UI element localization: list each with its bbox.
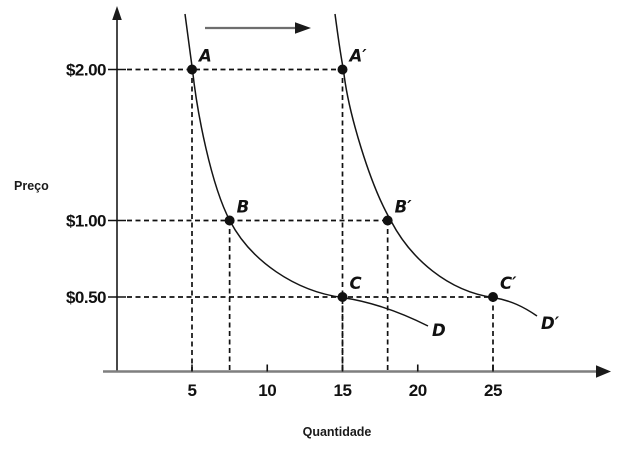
axis-ticks: $2.00 $1.00 $0.50 5 10 15 20 25 (66, 61, 503, 401)
point-A′ (337, 64, 348, 75)
y-tick-label: $1.00 (66, 212, 106, 231)
demand-curve-d (184, 13, 429, 327)
point-B (224, 215, 235, 226)
point-label: A′ (348, 47, 368, 66)
curve-label: D′ (541, 314, 560, 333)
curve-label: D (432, 321, 446, 340)
y-tick-label: $0.50 (66, 288, 106, 307)
point-C (337, 292, 348, 302)
y-axis-arrowhead-icon (112, 6, 122, 20)
x-tick-label: 20 (409, 381, 427, 400)
point-label: A (197, 47, 212, 66)
x-tick-label: 5 (188, 381, 197, 400)
point-labels: A B C D A′ B′ C′ D′ (197, 47, 560, 341)
point-label: C (350, 274, 362, 293)
dashed-guides (127, 68, 494, 372)
point-A (187, 64, 197, 75)
point-B′ (382, 215, 393, 226)
x-tick-label: 25 (484, 381, 502, 400)
x-tick-label: 15 (334, 381, 352, 400)
point-label: B (237, 198, 250, 217)
point-label: B′ (395, 198, 413, 217)
shift-arrow-icon (295, 22, 311, 34)
data-points (187, 64, 498, 302)
x-tick-label: 10 (258, 381, 276, 400)
y-axis-title: Preço (14, 179, 49, 193)
x-axis-arrowhead-icon (596, 365, 611, 378)
point-C′ (488, 292, 498, 302)
x-axis-title: Quantidade (302, 425, 372, 439)
y-tick-label: $2.00 (66, 61, 106, 80)
point-label: C′ (500, 274, 517, 293)
